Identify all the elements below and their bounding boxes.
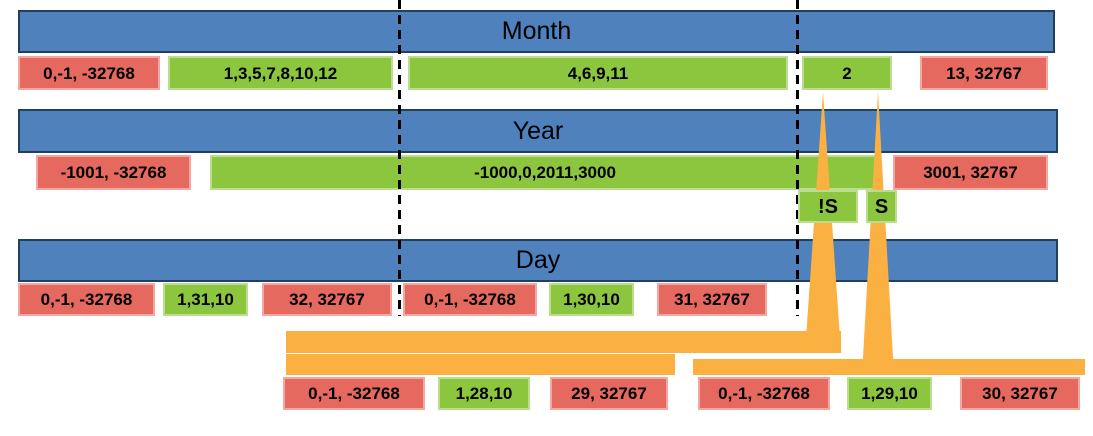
- day-bar: Day: [18, 239, 1058, 282]
- flag-leap-year: S: [866, 190, 897, 223]
- month-partition-invalid-high: 13, 32767: [920, 56, 1048, 90]
- day-partition-invalid-low-30: 0,-1, -32768: [403, 283, 537, 316]
- year-partition-invalid-low: -1001, -32768: [36, 155, 191, 190]
- month-partition-30day-months: 4,6,9,11: [408, 56, 788, 90]
- day-partition-valid-31: 1,31,10: [163, 283, 248, 316]
- year-bar: Year: [18, 109, 1058, 153]
- feb-leap-partition-invalid-low: 0,-1, -32768: [698, 377, 830, 410]
- day-partition-invalid-high-31: 32, 32767: [262, 283, 392, 316]
- feb-leap-partition-invalid-high: 30, 32767: [960, 377, 1080, 410]
- day-bar-title: Day: [515, 246, 561, 274]
- year-bar-title: Year: [512, 116, 564, 145]
- feb-nonleap-partition-invalid-high: 29, 32767: [550, 377, 668, 410]
- boundary-dashed-line-right: [796, 0, 799, 316]
- connector-bar-feb-nonleap-upper: [286, 331, 841, 353]
- connector-bar-feb-leap: [693, 359, 1085, 375]
- month-partition-31day-months: 1,3,5,7,8,10,12: [168, 56, 393, 90]
- feb-nonleap-partition-invalid-low: 0,-1, -32768: [283, 377, 425, 410]
- feb-leap-partition-valid: 1,29,10: [847, 377, 932, 410]
- month-partition-february: 2: [802, 56, 892, 90]
- month-bar-title: Month: [501, 17, 572, 45]
- year-partition-valid: -1000,0,2011,3000: [210, 155, 880, 190]
- boundary-dashed-line-left: [398, 0, 401, 316]
- day-partition-invalid-low-31: 0,-1, -32768: [18, 283, 155, 316]
- month-partition-invalid-low: 0,-1, -32768: [18, 56, 160, 90]
- flag-not-leap-year: !S: [798, 190, 858, 223]
- month-bar: Month: [18, 10, 1055, 53]
- day-partition-invalid-high-30: 31, 32767: [657, 283, 767, 316]
- feb-nonleap-partition-valid: 1,28,10: [438, 377, 530, 410]
- year-partition-invalid-high: 3001, 32767: [893, 155, 1048, 190]
- day-partition-valid-30: 1,30,10: [549, 283, 634, 316]
- connector-bar-feb-nonleap-lower: [286, 354, 675, 375]
